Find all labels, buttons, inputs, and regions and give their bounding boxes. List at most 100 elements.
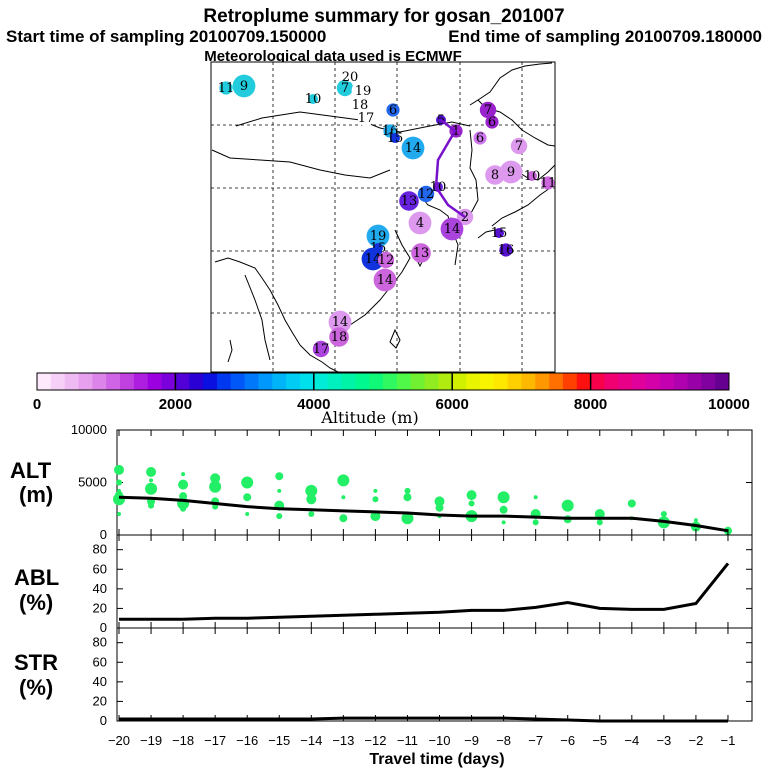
alt-scatter-point — [627, 499, 636, 508]
colorbar-swatch — [452, 373, 467, 390]
colorbar-swatch — [258, 373, 273, 390]
colorbar-swatch — [604, 373, 619, 390]
x-axis-ticks: −20 −19 −18 −17 −16 −15 −14 −13 −12 −11 −10 −9 −8 −7 −… — [108, 430, 735, 748]
x-tick-label: −12 — [364, 733, 386, 748]
colorbar-swatch — [493, 373, 509, 390]
plume-day-label: 14 — [444, 222, 461, 237]
colorbar-swatch — [590, 373, 605, 390]
alt-scatter-point — [370, 511, 381, 522]
alt-scatter-point — [372, 496, 379, 503]
plume-marker — [329, 327, 349, 347]
y-tick-label: 20 — [93, 693, 107, 708]
alt-scatter-point — [305, 484, 318, 497]
colorbar-swatch — [230, 373, 246, 390]
colorbar-swatch — [216, 373, 232, 390]
alt-scatter-point — [149, 478, 154, 483]
alt-scatter-point — [241, 476, 254, 489]
colorbar-swatch — [341, 373, 356, 390]
abl-panel: ABL (%) 0 20 40 60 80 — [14, 534, 753, 635]
str-line — [119, 716, 728, 723]
x-tick-label: −3 — [656, 733, 671, 748]
y-tick-label: 60 — [93, 654, 107, 669]
y-tick-label: 0 — [100, 713, 107, 728]
met-data-note: Meteorological data used is ECMWF — [204, 48, 462, 65]
y-tick-label: 0 — [100, 527, 107, 542]
alt-scatter-point — [306, 494, 317, 505]
plume-day-label: 14 — [405, 141, 422, 156]
alt-scatter-point — [209, 480, 222, 493]
plume-day-label: 6 — [476, 131, 484, 146]
alt-scatter-point — [532, 519, 539, 526]
alt-scatter-point — [501, 520, 506, 525]
plume-day-label: 19 — [355, 84, 372, 99]
y-tick-label: 60 — [93, 561, 107, 576]
colorbar-swatch — [355, 373, 370, 390]
alt-scatter-point — [178, 479, 189, 490]
x-tick-label: −9 — [464, 733, 479, 748]
alt-scatter-point — [466, 490, 477, 501]
x-tick-label: −2 — [689, 733, 704, 748]
plume-marker — [390, 133, 400, 143]
x-tick-label: −13 — [332, 733, 354, 748]
colorbar-swatch — [466, 373, 481, 390]
colorbar-swatch — [92, 373, 107, 390]
abl-y-ticks: 0 20 40 60 80 — [93, 542, 752, 635]
colorbar-swatch — [78, 373, 93, 390]
start-time: Start time of sampling 20100709.150000 — [6, 27, 326, 46]
colorbar-ticks: 0 2000 4000 6000 8000 10000 — [33, 373, 750, 413]
colorbar-swatch — [535, 373, 550, 390]
plume-day-label: 11 — [540, 176, 557, 191]
plume-marker — [232, 74, 256, 98]
colorbar-swatch — [327, 373, 342, 390]
colorbar-swatch — [479, 373, 495, 390]
alt-scatter-point — [497, 491, 510, 504]
plume-marker — [399, 191, 419, 211]
colorbar-swatch — [632, 373, 647, 390]
y-tick-label: 40 — [93, 581, 107, 596]
alt-scatter-point — [373, 488, 378, 493]
plume-day-label: 7 — [341, 81, 349, 96]
plume-marker — [527, 171, 537, 181]
x-tick-label: −4 — [624, 733, 639, 748]
alt-scatter-point — [434, 496, 445, 507]
alt-scatter-point — [277, 488, 282, 493]
plume-day-label: 13 — [401, 194, 418, 209]
plume-marker — [312, 340, 330, 358]
plume-day-label: 17 — [313, 342, 330, 357]
plume-marker — [373, 268, 397, 292]
plume-day-label: 20 — [342, 70, 359, 85]
y-tick-label: 20 — [93, 600, 107, 615]
abl-label-unit: (%) — [19, 590, 53, 615]
colorbar-swatches — [37, 373, 730, 390]
alt-scatter-point — [561, 499, 574, 512]
x-tick-label: −6 — [560, 733, 575, 748]
alt-scatter-point — [212, 503, 219, 510]
alt-scatter-point — [116, 479, 122, 486]
colorbar-swatch — [521, 373, 536, 390]
x-tick-label: −11 — [397, 733, 418, 748]
colorbar: 0 2000 4000 6000 8000 10000 Altitude (m) — [33, 372, 750, 427]
alt-scatter-point — [145, 482, 158, 495]
colorbar-swatch — [715, 373, 730, 390]
plume-day-label: 14 — [377, 273, 394, 288]
colorbar-tick-label: 8000 — [574, 396, 607, 413]
plume-day-label: 15 — [491, 226, 508, 241]
y-tick-label: 80 — [93, 635, 107, 650]
str-y-ticks: 0 20 40 60 80 — [93, 635, 752, 728]
colorbar-swatch — [244, 373, 259, 390]
plume-day-label: 12 — [378, 253, 395, 268]
plume-day-label: 9 — [240, 79, 248, 94]
alt-scatter-point — [113, 493, 125, 506]
x-tick-label: −19 — [140, 733, 162, 748]
plume-marker — [308, 94, 318, 104]
colorbar-swatch — [133, 373, 149, 390]
y-tick-label: 5000 — [78, 475, 107, 490]
alt-scatter-point — [533, 495, 538, 500]
plume-day-label: 9 — [507, 165, 515, 180]
plume-day-label: 15 — [387, 131, 404, 146]
plume-marker — [499, 160, 523, 184]
alt-scatter-point — [117, 512, 121, 516]
colorbar-swatch — [701, 373, 716, 390]
abl-frame — [116, 534, 753, 629]
plume-marker — [386, 103, 400, 117]
